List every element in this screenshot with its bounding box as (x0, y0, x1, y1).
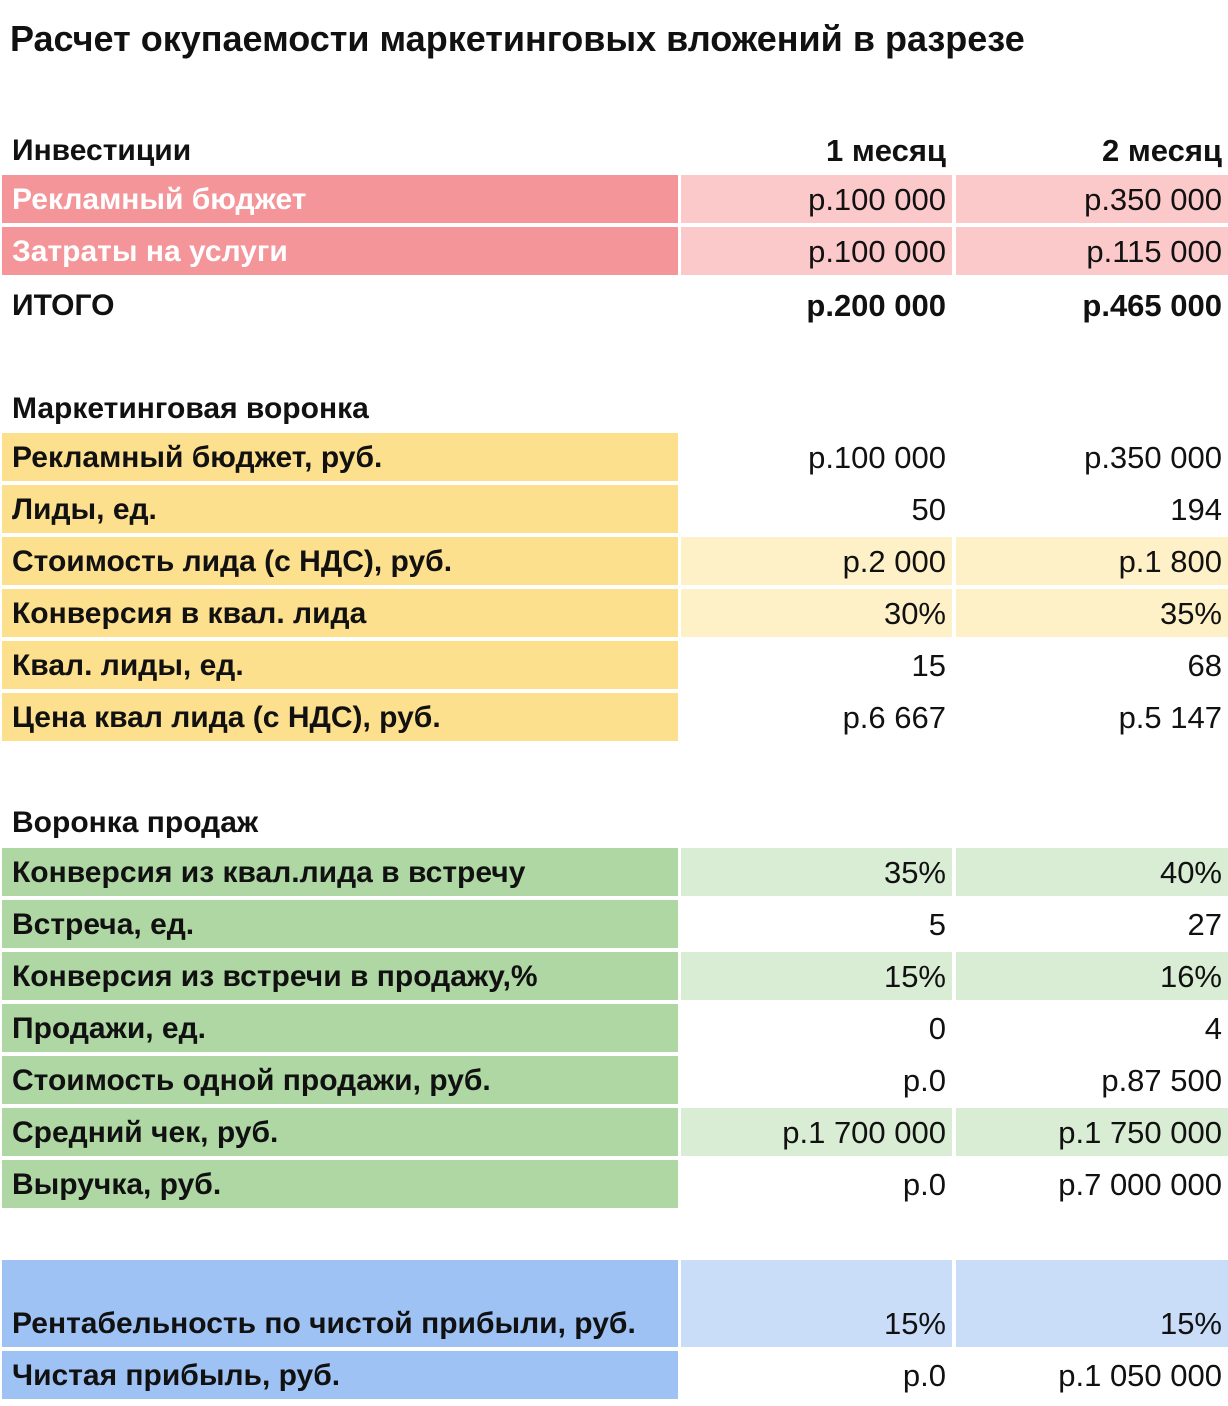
value-cell: р.0 (902, 1167, 946, 1202)
value-cell: 5 (928, 907, 946, 942)
value-cell: р.5 147 (1118, 700, 1222, 735)
row-label: Конверсия из квал.лида в встречу (2, 848, 678, 896)
value-cell: р.350 000 (1084, 440, 1222, 475)
value-cell: 35% (681, 848, 952, 896)
row-label: Конверсия из встречи в продажу,% (2, 952, 678, 1000)
row-label: Рекламный бюджет, руб. (2, 433, 678, 481)
row-label: Чистая прибыль, руб. (2, 1351, 678, 1399)
row-label: Лиды, ед. (2, 485, 678, 533)
value-cell: р.0 (902, 1358, 946, 1393)
sheet-title: Расчет окупаемости маркетинговых вложени… (10, 18, 1025, 59)
value-cell: 27 (1187, 907, 1222, 942)
value-cell: 68 (1187, 648, 1222, 683)
value-cell: 35% (956, 589, 1228, 637)
total-cell: р.200 000 (806, 288, 946, 323)
header-cell: 1 месяц (825, 133, 946, 168)
value-cell: р.2 000 (681, 537, 952, 585)
total-cell: р.465 000 (1082, 288, 1222, 323)
value-cell: 194 (1170, 492, 1222, 527)
value-cell: 30% (681, 589, 952, 637)
value-cell: р.1 700 000 (681, 1108, 952, 1156)
value-cell: 15% (681, 952, 952, 1000)
value-cell: р.0 (902, 1063, 946, 1098)
row-label: Средний чек, руб. (2, 1108, 678, 1156)
section-title: Воронка продаж (12, 806, 259, 839)
total-cell: ИТОГО (12, 289, 115, 322)
row-label: Стоимость лида (с НДС), руб. (2, 537, 678, 585)
row-label: Затраты на услуги (2, 227, 678, 275)
row-label: Встреча, ед. (2, 900, 678, 948)
value-cell: р.350 000 (956, 175, 1228, 223)
row-label: Рентабельность по чистой прибыли, руб. (2, 1260, 678, 1347)
row-label: Цена квал лида (с НДС), руб. (2, 693, 678, 741)
value-cell: 40% (956, 848, 1228, 896)
value-cell: 50 (911, 492, 946, 527)
row-label: Выручка, руб. (2, 1160, 678, 1208)
value-cell: р.115 000 (956, 227, 1228, 275)
value-cell: р.1 800 (956, 537, 1228, 585)
value-cell: р.1 750 000 (956, 1108, 1228, 1156)
value-cell: р.100 000 (681, 227, 952, 275)
row-label: Продажи, ед. (2, 1004, 678, 1052)
value-cell: р.6 667 (842, 700, 946, 735)
value-cell: р.87 500 (1101, 1063, 1222, 1098)
value-cell: 15% (681, 1260, 952, 1347)
value-cell: 4 (1204, 1011, 1222, 1046)
value-cell: 16% (956, 952, 1228, 1000)
row-label: Рекламный бюджет (2, 175, 678, 223)
value-cell: 15 (911, 648, 946, 683)
value-cell: 0 (928, 1011, 946, 1046)
row-label: Стоимость одной продажи, руб. (2, 1056, 678, 1104)
section-title: Маркетинговая воронка (12, 392, 369, 425)
row-label: Квал. лиды, ед. (2, 641, 678, 689)
value-cell: р.100 000 (808, 440, 946, 475)
header-cell: 2 месяц (1101, 133, 1222, 168)
value-cell: р.100 000 (681, 175, 952, 223)
value-cell: р.7 000 000 (1058, 1167, 1222, 1202)
header-cell: Инвестиции (12, 134, 192, 167)
value-cell: р.1 050 000 (1058, 1358, 1222, 1393)
value-cell: 15% (956, 1260, 1228, 1347)
row-label: Конверсия в квал. лида (2, 589, 678, 637)
